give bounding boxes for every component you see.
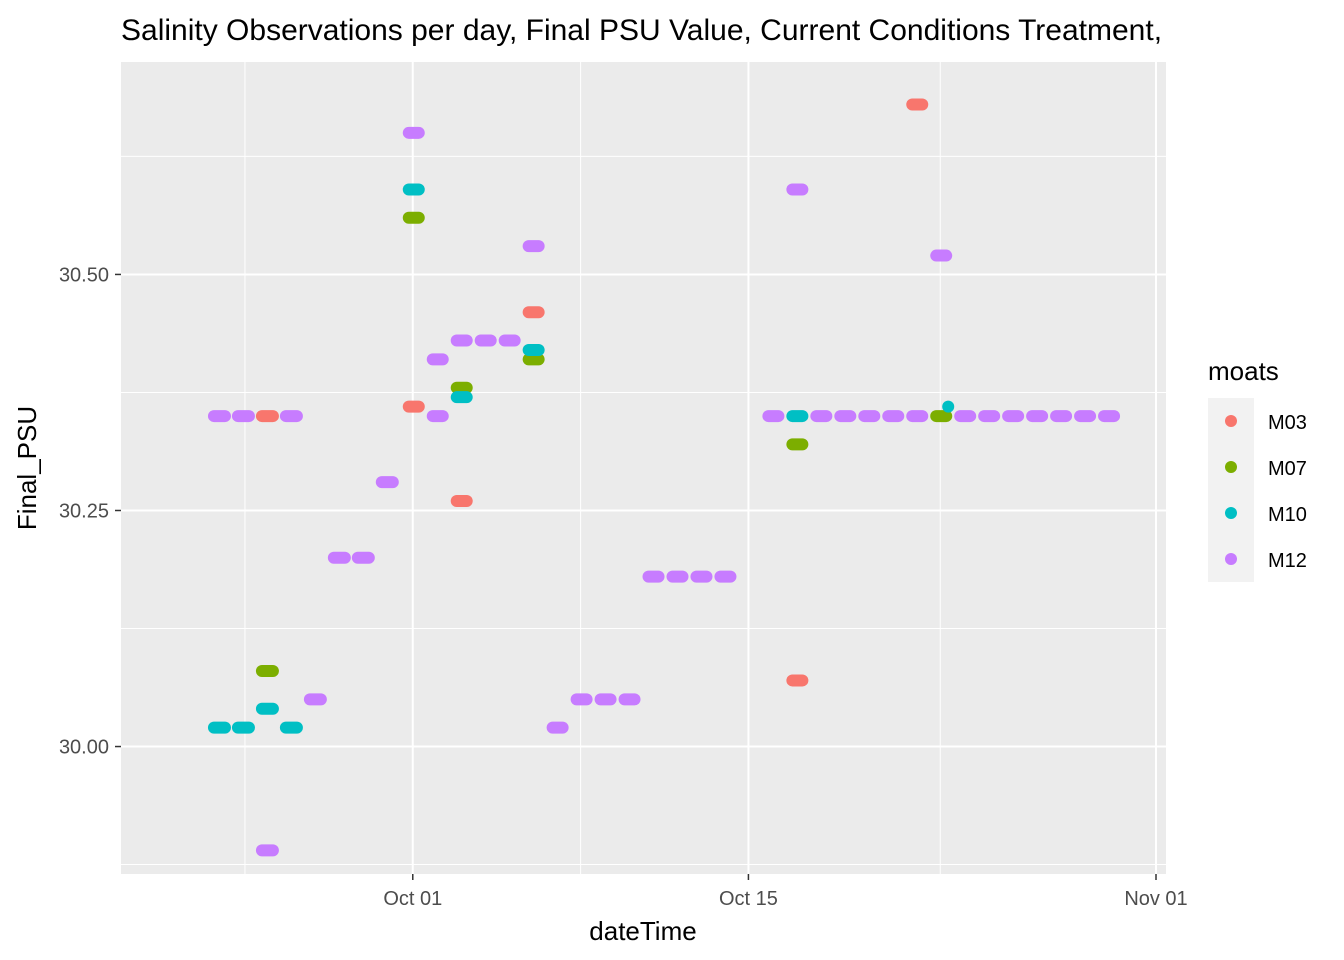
axis-ticks: Oct 01 Oct 15 Nov 01 30.00 30.25 30.50	[59, 264, 1188, 910]
y-tick-label: 30.50	[59, 264, 109, 286]
legend: moats M03 M07 M10 M12	[1208, 356, 1307, 582]
legend-key-bg	[1208, 398, 1254, 582]
legend-key-m03	[1225, 415, 1237, 427]
x-tick-label: Oct 01	[383, 888, 442, 910]
legend-label-m07: M07	[1268, 458, 1307, 480]
x-axis-title: dateTime	[589, 916, 696, 946]
plot-panel	[121, 62, 1166, 874]
minor-grid	[121, 62, 1166, 874]
legend-label-m03: M03	[1268, 412, 1307, 434]
legend-title: moats	[1208, 356, 1279, 386]
chart-title: Salinity Observations per day, Final PSU…	[121, 14, 1162, 47]
legend-label-m12: M12	[1268, 550, 1307, 572]
y-axis-title: Final_PSU	[12, 406, 42, 530]
data-marks	[207, 98, 1121, 857]
x-tick-label: Nov 01	[1124, 888, 1187, 910]
legend-key-m07	[1225, 461, 1237, 473]
legend-label-m10: M10	[1268, 504, 1307, 526]
y-tick-label: 30.25	[59, 500, 109, 522]
y-tick-label: 30.00	[59, 737, 109, 759]
legend-key-m10	[1225, 507, 1237, 519]
legend-key-m12	[1225, 553, 1237, 565]
x-tick-label: Oct 15	[719, 888, 778, 910]
major-grid	[121, 62, 1166, 874]
